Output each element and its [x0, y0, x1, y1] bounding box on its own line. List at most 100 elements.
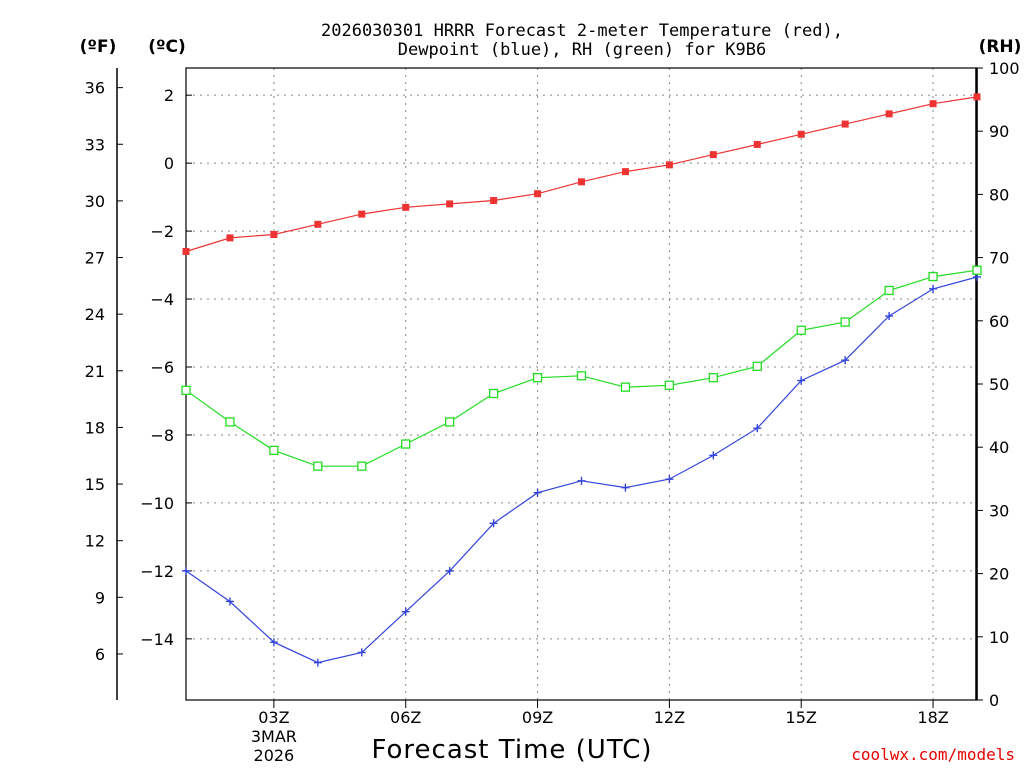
- dewpoint-point: [797, 376, 806, 385]
- rh-point: [401, 439, 411, 449]
- temperature-point: [226, 234, 234, 242]
- temperature-point: [402, 203, 410, 211]
- dewpoint-point: [357, 648, 366, 657]
- temperature-point: [182, 247, 190, 255]
- rh-tick-label: 0: [989, 691, 999, 710]
- fahrenheit-tick-label: 15: [85, 475, 105, 494]
- rh-point: [532, 373, 543, 383]
- rh-point: [708, 373, 718, 383]
- fahrenheit-tick-label: 6: [95, 645, 105, 664]
- fahrenheit-tick-label: 9: [95, 588, 105, 607]
- rh-point: [620, 382, 631, 392]
- celsius-tick-label: −8: [150, 426, 174, 445]
- fahrenheit-tick-label: 12: [85, 532, 105, 551]
- dewpoint-point: [445, 566, 454, 575]
- dewpoint-point: [269, 638, 278, 647]
- dewpoint-point: [313, 658, 322, 667]
- chart-title-line2: Dewpoint (blue), RH (green) for K9B6: [398, 40, 766, 60]
- celsius-tick-label: −10: [140, 494, 174, 513]
- rh-point: [752, 361, 762, 371]
- fahrenheit-tick-label: 18: [85, 418, 105, 437]
- temperature-point: [973, 93, 981, 101]
- rh-point: [445, 417, 455, 427]
- dewpoint-point: [225, 597, 234, 606]
- temperature-point: [270, 230, 278, 238]
- rh-point: [664, 380, 675, 390]
- rh-point: [884, 285, 894, 296]
- dewpoint-point: [621, 483, 630, 492]
- dewpoint-point: [841, 356, 850, 365]
- temperature-point: [358, 210, 366, 218]
- rh-tick-label: 10: [989, 628, 1009, 647]
- dewpoint-point: [753, 424, 762, 433]
- temperature-point: [885, 110, 893, 118]
- celsius-tick-label: −2: [150, 222, 174, 241]
- temperature-point: [534, 190, 542, 198]
- rh-tick-label: 80: [989, 185, 1009, 204]
- dewpoint-point: [489, 519, 498, 528]
- temperature-point: [665, 161, 673, 169]
- gridlines: [186, 68, 977, 700]
- dewpoint-point: [709, 451, 718, 460]
- rh-tick-label: 20: [989, 565, 1009, 584]
- rh-point: [181, 385, 191, 395]
- dewpoint-point: [182, 566, 190, 575]
- temperature-point: [797, 130, 805, 138]
- temperature-point: [621, 168, 629, 176]
- celsius-tick-label: −6: [150, 358, 174, 377]
- rh-point: [488, 388, 499, 399]
- rh-point: [928, 271, 938, 282]
- celsius-tick-label: 2: [164, 86, 174, 105]
- x-tick-label: 06Z: [390, 708, 421, 727]
- dewpoint-point: [401, 607, 410, 616]
- rh-tick-label: 70: [989, 249, 1009, 268]
- x-tick-label: 12Z: [654, 708, 685, 727]
- x-axis-label: Forecast Time (UTC): [371, 735, 652, 765]
- temperature-point: [841, 120, 849, 128]
- chart-title-line1: 2026030301 HRRR Forecast 2-meter Tempera…: [321, 21, 843, 41]
- temperature-point: [709, 151, 717, 159]
- fahrenheit-tick-label: 27: [85, 249, 105, 268]
- dewpoint-point: [665, 475, 674, 484]
- temperature-point: [578, 178, 585, 186]
- rh-tick-label: 40: [989, 438, 1009, 457]
- temperature-point: [446, 200, 454, 208]
- dewpoint-point: [885, 312, 894, 321]
- rh-tick-label: 100: [989, 59, 1020, 78]
- rh-tick-label: 60: [989, 312, 1009, 331]
- x-tick-label: 18Z: [917, 708, 948, 727]
- dewpoint-point: [929, 284, 938, 293]
- temperature-point: [314, 220, 322, 228]
- rh-point: [972, 265, 982, 275]
- temperature-point: [929, 100, 937, 108]
- rh-point: [576, 371, 587, 381]
- celsius-tick-label: −12: [140, 562, 174, 581]
- fahrenheit-tick-label: 36: [85, 79, 105, 98]
- rh-point: [796, 325, 806, 335]
- celsius-tick-label: −4: [150, 290, 174, 309]
- data-series: [181, 93, 982, 667]
- rh-unit-label: (RH): [979, 37, 1022, 57]
- site-credit: coolwx.com/models: [851, 745, 1015, 764]
- x-year-label: 2026: [254, 746, 295, 765]
- celsius-tick-label: 0: [164, 154, 174, 173]
- rh-tick-label: 30: [989, 501, 1009, 520]
- fahrenheit-tick-label: 21: [85, 362, 105, 381]
- x-tick-label: 15Z: [786, 708, 817, 727]
- celsius-tick-label: −14: [140, 630, 174, 649]
- rh-point: [840, 317, 850, 327]
- dewpoint-point: [577, 476, 586, 485]
- rh-point: [357, 461, 367, 471]
- rh-point: [225, 417, 235, 427]
- rh-point: [269, 445, 279, 456]
- rh-tick-label: 50: [989, 375, 1009, 394]
- x-tick-label: 09Z: [522, 708, 553, 727]
- dewpoint-point: [533, 488, 542, 497]
- rh-point: [313, 461, 323, 471]
- temperature-point: [490, 197, 498, 205]
- fahrenheit-unit-label: (ºF): [80, 37, 117, 57]
- fahrenheit-tick-label: 30: [85, 192, 105, 211]
- x-tick-label: 03Z: [258, 708, 289, 727]
